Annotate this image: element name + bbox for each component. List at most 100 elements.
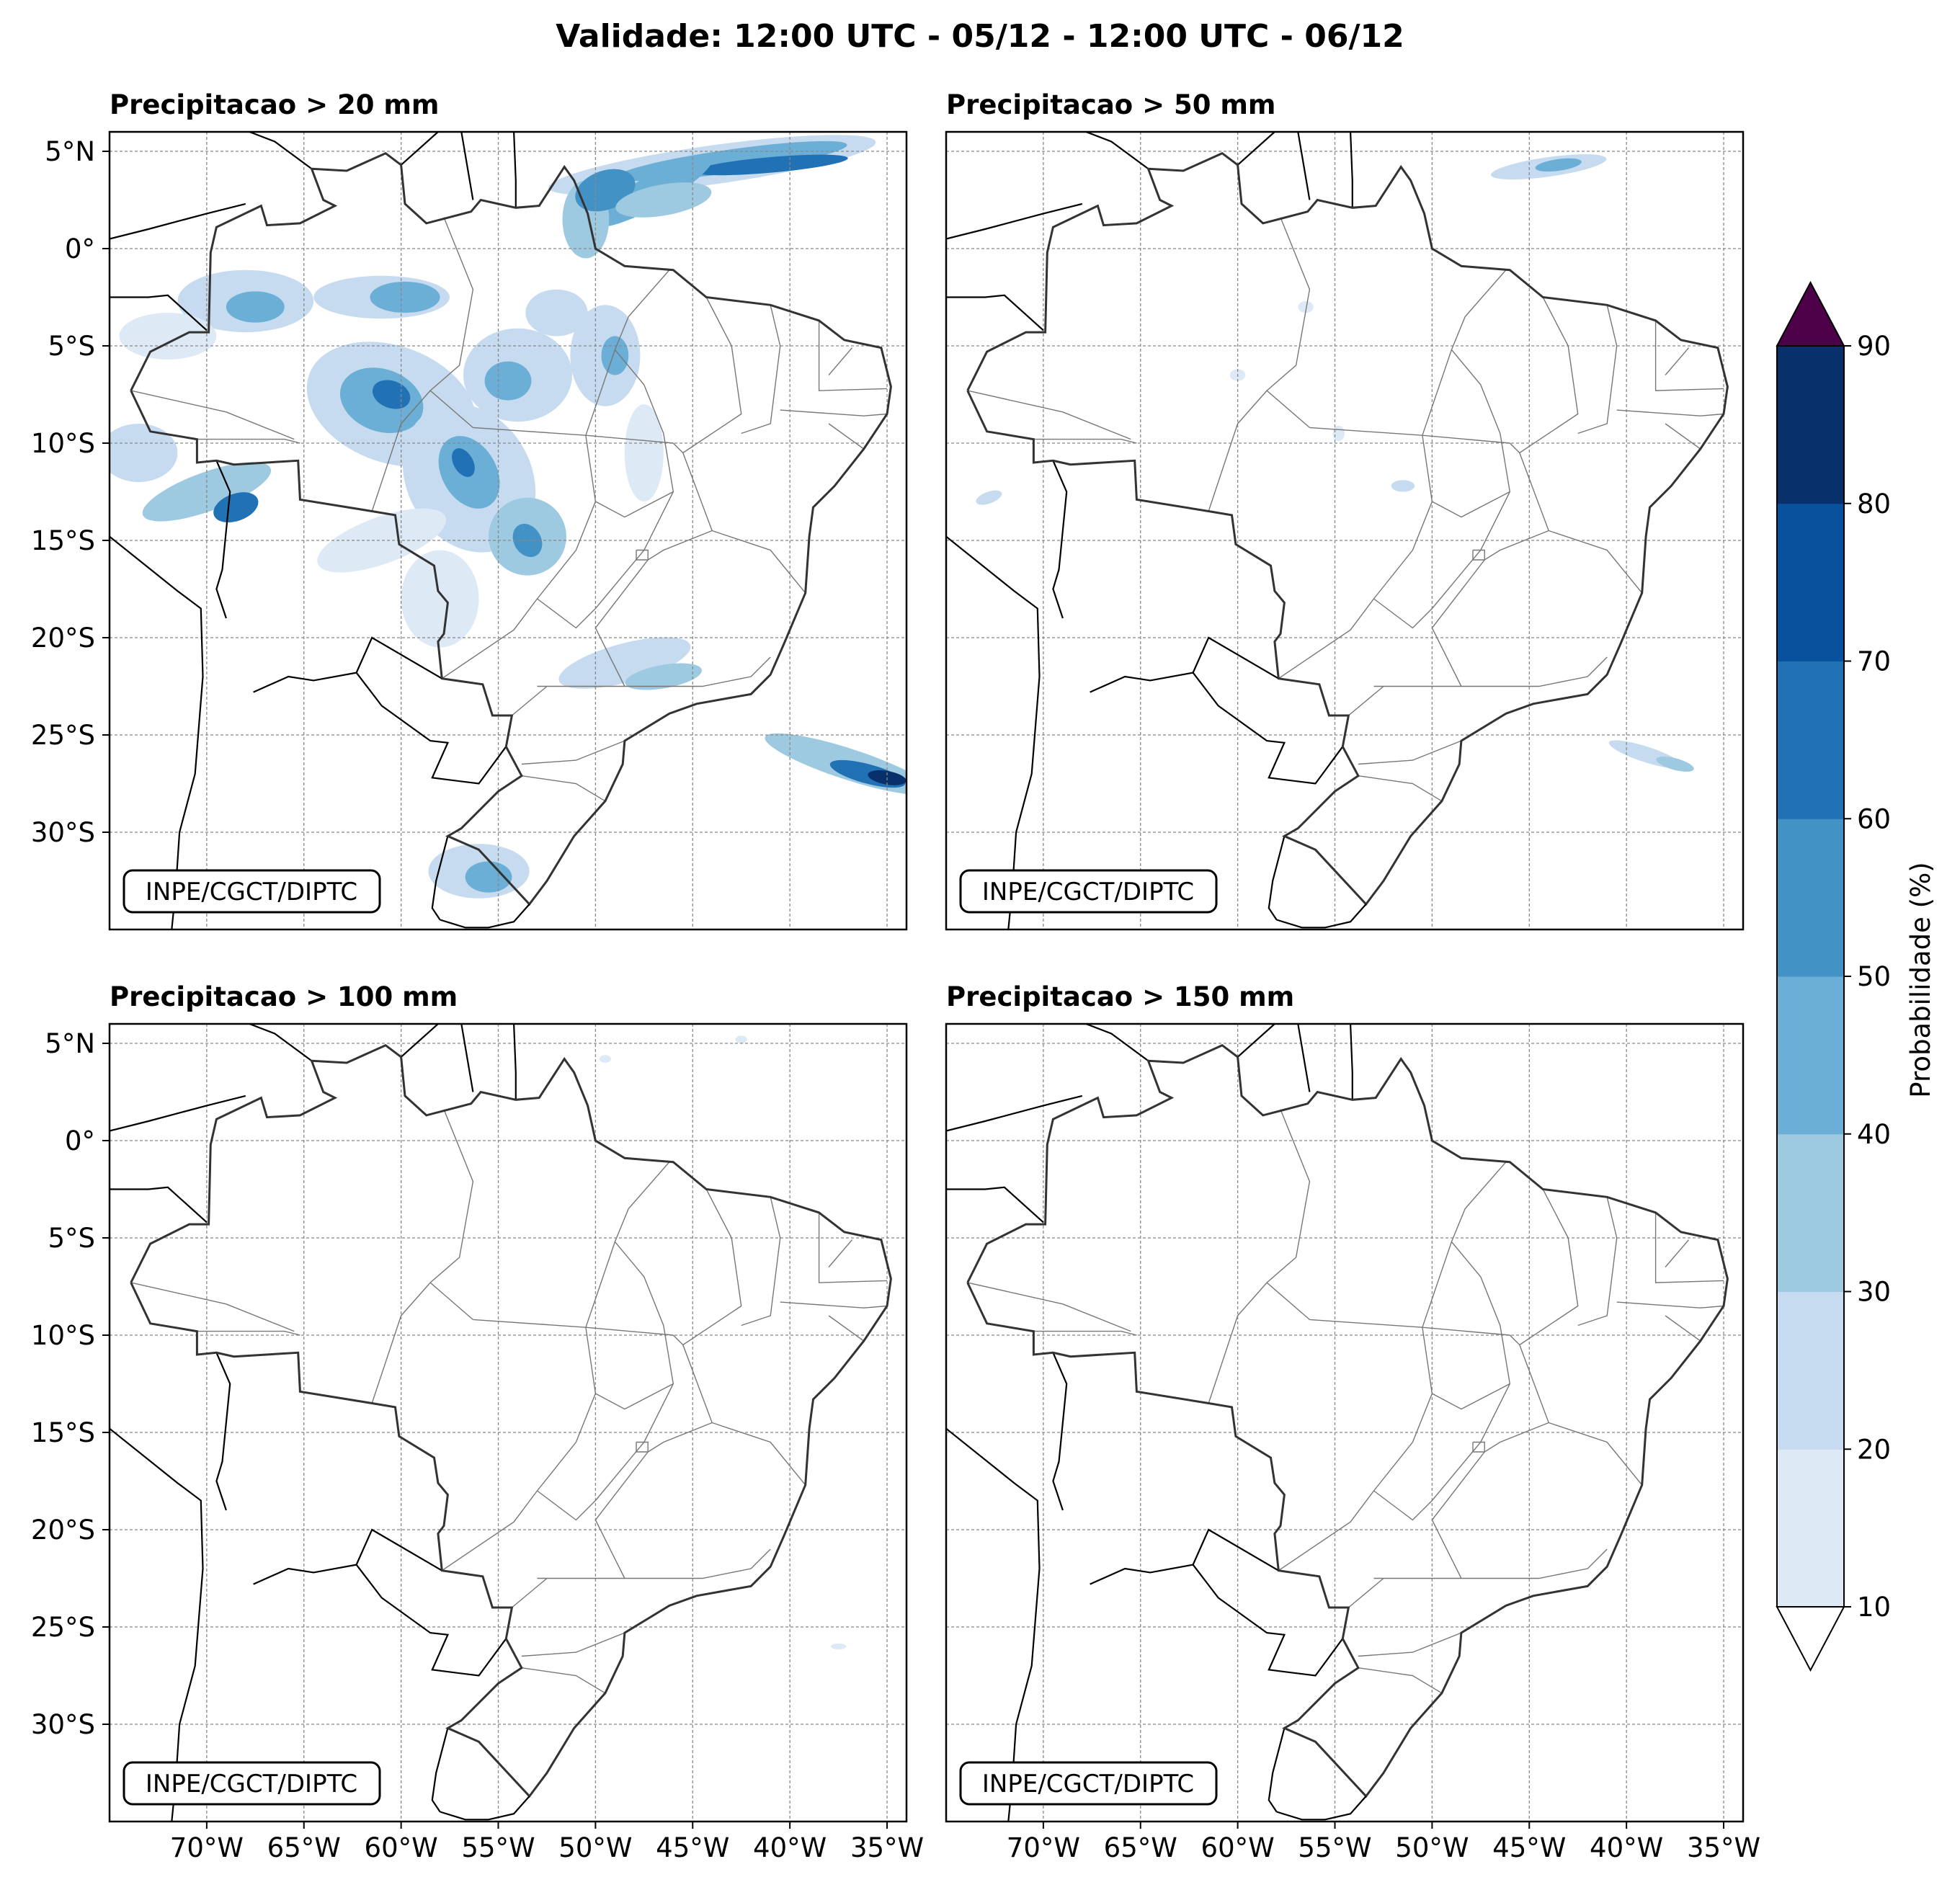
probability-area: [615, 182, 712, 218]
probability-area: [370, 281, 440, 313]
lon-tick-label: 55°W: [461, 1832, 535, 1863]
state-border: [828, 347, 853, 375]
lat-tick-label: 30°S: [31, 817, 95, 848]
state-border: [1422, 269, 1507, 436]
country-border: [249, 132, 313, 170]
state-border: [828, 1315, 865, 1342]
country-border: [1297, 1024, 1311, 1092]
probability-area: [735, 1035, 747, 1043]
probability-area: [1298, 300, 1314, 313]
state-border: [1348, 685, 1384, 716]
state-border: [130, 1282, 295, 1332]
state-border: [441, 1327, 597, 1571]
country-border: [460, 1024, 474, 1092]
credit-box: INPE/CGCT/DIPTC: [122, 1761, 381, 1806]
colorbar-tick-label: 50: [1857, 961, 1891, 992]
country-border: [1350, 1024, 1353, 1100]
country-border: [1090, 1528, 1279, 1585]
colorbar-bin: [1777, 1133, 1844, 1292]
probability-area: [558, 637, 691, 689]
southern-coastline: [440, 1796, 530, 1821]
lat-axis-top: 5°N 0° 5°S 10°S 15°S 20°S 25°S 30°S: [31, 136, 110, 848]
brazil-outline: [966, 151, 1729, 906]
country-border: [946, 1186, 1044, 1223]
country-border: [513, 1024, 517, 1100]
lat-tick-label: 30°S: [31, 1709, 95, 1740]
state-border: [672, 297, 742, 454]
probability-area: [601, 336, 629, 375]
state-border: [682, 1345, 806, 1486]
map-gridlines: [110, 1024, 906, 1822]
state-border: [585, 269, 670, 436]
lat-tick-label: 5°S: [48, 331, 95, 362]
lat-tick-label: 25°S: [31, 1612, 95, 1643]
state-border: [130, 390, 295, 440]
credit-text: INPE/CGCT/DIPTC: [146, 1770, 357, 1798]
country-border: [1052, 460, 1068, 619]
country-border: [400, 132, 439, 166]
lat-tick-label: 25°S: [31, 720, 95, 751]
probability-area: [110, 424, 178, 482]
country-border: [1268, 1728, 1286, 1813]
state-border: [1472, 549, 1485, 561]
country-border: [1085, 132, 1149, 170]
colorbar: 10 20 30 40 50 60 70 80 90: [1776, 280, 1891, 1672]
country-border: [253, 1528, 442, 1585]
probability-area: [692, 154, 848, 176]
state-border: [1509, 1189, 1579, 1346]
map-frame: [108, 130, 908, 931]
brazil-outline: [966, 1043, 1729, 1798]
lon-tick-label: 35°W: [1687, 1832, 1760, 1863]
credit-box: INPE/CGCT/DIPTC: [959, 1761, 1218, 1806]
state-border: [1033, 1330, 1137, 1336]
state-border: [1665, 347, 1690, 375]
southern-coastline: [440, 904, 530, 929]
lat-tick-label: 0°: [65, 1125, 95, 1156]
lon-tick-label: 60°W: [365, 1832, 438, 1863]
state-border: [614, 349, 674, 512]
state-border: [967, 390, 1131, 440]
probability-area: [452, 448, 475, 477]
lon-tick-label: 60°W: [1201, 1832, 1275, 1863]
panel-title-100mm: Precipitacao > 100 mm: [110, 981, 458, 1012]
country-border: [431, 1728, 449, 1813]
lat-tick-label: 15°S: [31, 525, 95, 556]
colorbar-bin: [1777, 819, 1844, 977]
state-border: [1033, 438, 1137, 444]
colorbar-label: Probabilidade (%): [1905, 862, 1936, 1097]
lon-tick-label: 65°W: [267, 1832, 341, 1863]
country-border: [110, 1186, 208, 1223]
colorbar-bin: [1777, 503, 1844, 661]
state-border: [429, 217, 474, 391]
lon-tick-label: 45°W: [656, 1832, 729, 1863]
state-border: [1208, 390, 1310, 512]
state-border: [1616, 409, 1724, 416]
state-border: [537, 1403, 664, 1521]
state-border: [595, 1383, 674, 1410]
lon-tick-label: 50°W: [1395, 1832, 1469, 1863]
colorbar-under-arrow: [1776, 1606, 1845, 1672]
probability-area: [624, 404, 664, 501]
map-frame: [945, 130, 1745, 931]
country-border: [110, 202, 246, 240]
lon-tick-label: 65°W: [1104, 1832, 1177, 1863]
probability-area: [512, 523, 543, 558]
credit-text: INPE/CGCT/DIPTC: [146, 878, 357, 906]
map-gridlines: [946, 132, 1743, 929]
colorbar-tick-label: 20: [1857, 1434, 1891, 1465]
colorbar-bin: [1777, 976, 1844, 1135]
country-border: [215, 460, 231, 619]
probability-field: [599, 1035, 847, 1650]
probability-area: [599, 1055, 611, 1063]
state-border: [1432, 491, 1510, 518]
country-border: [249, 1024, 313, 1062]
state-border: [1358, 1632, 1462, 1657]
state-border: [780, 1301, 888, 1308]
panel-title-20mm: Precipitacao > 20 mm: [110, 89, 439, 120]
state-border: [818, 320, 888, 391]
state-border: [1654, 1212, 1724, 1283]
state-border: [1451, 1241, 1511, 1404]
state-border: [828, 1239, 853, 1267]
state-border: [1208, 1282, 1310, 1404]
lon-tick-label: 55°W: [1298, 1832, 1371, 1863]
